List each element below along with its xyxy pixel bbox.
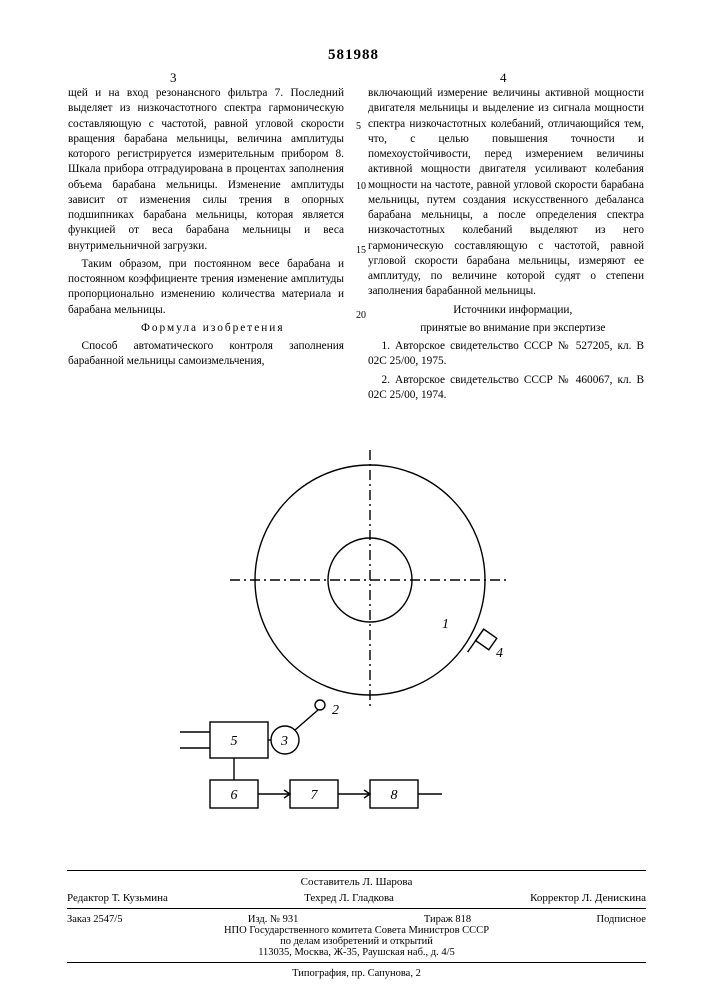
sources-heading: Источники информации,: [368, 303, 644, 318]
imprint-block: Заказ 2547/5 Изд. № 931 Тираж 818 Подпис…: [67, 914, 646, 958]
separator: [67, 962, 646, 963]
technical-diagram: 1 2 3 4 5 6 7 8: [150, 450, 570, 830]
diagram-label-1: 1: [442, 617, 449, 632]
credits-block: Составитель Л. Шарова Редактор Т. Кузьми…: [67, 876, 646, 904]
diagram-label-6: 6: [231, 788, 238, 803]
publisher-org-sub: по делам изобретений и открытий: [67, 936, 646, 947]
diagram-label-4: 4: [496, 646, 503, 661]
editor-credit: Редактор Т. Кузьмина: [67, 892, 168, 904]
source-item: 2. Авторское свидетельство СССР № 460067…: [368, 373, 644, 404]
patent-number: 581988: [0, 47, 707, 64]
right-column: включающий измерение величины активной м…: [368, 86, 644, 406]
paragraph: включающий измерение величины активной м…: [368, 86, 644, 300]
order-number: Заказ 2547/5: [67, 914, 122, 925]
diagram-label-7: 7: [311, 788, 319, 803]
source-item: 1. Авторское свидетельство СССР № 527205…: [368, 339, 644, 370]
paragraph: Таким образом, при постоянном весе бараб…: [68, 257, 344, 318]
corrector-credit: Корректор Л. Денискина: [530, 892, 646, 904]
paragraph: Способ автоматического контроля заполнен…: [68, 339, 344, 370]
typography-footer: Типография, пр. Сапунова, 2: [67, 968, 646, 979]
publisher-address: 113035, Москва, Ж-35, Раушская наб., д. …: [67, 947, 646, 958]
edition-number: Изд. № 931: [248, 914, 299, 925]
print-run: Тираж 818: [424, 914, 471, 925]
text-columns: щей и на вход резонансного фильтра 7. По…: [68, 86, 644, 406]
page-col-number-left: 3: [170, 70, 177, 86]
sources-subheading: принятые во внимание при экспертизе: [368, 321, 644, 336]
techred-credit: Техред Л. Гладкова: [304, 892, 394, 904]
page-col-number-right: 4: [500, 70, 507, 86]
separator: [67, 870, 646, 871]
diagram-label-2: 2: [332, 703, 339, 718]
diagram-label-3: 3: [280, 734, 288, 749]
publisher-org: НПО Государственного комитета Совета Мин…: [67, 925, 646, 936]
composer-credit: Составитель Л. Шарова: [67, 876, 646, 888]
separator: [67, 908, 646, 909]
diagram-label-5: 5: [231, 734, 238, 749]
subscription: Подписное: [597, 914, 646, 925]
formula-heading: Формула изобретения: [68, 321, 344, 336]
left-column: щей и на вход резонансного фильтра 7. По…: [68, 86, 344, 406]
paragraph: щей и на вход резонансного фильтра 7. По…: [68, 86, 344, 254]
diagram-label-8: 8: [391, 788, 398, 803]
